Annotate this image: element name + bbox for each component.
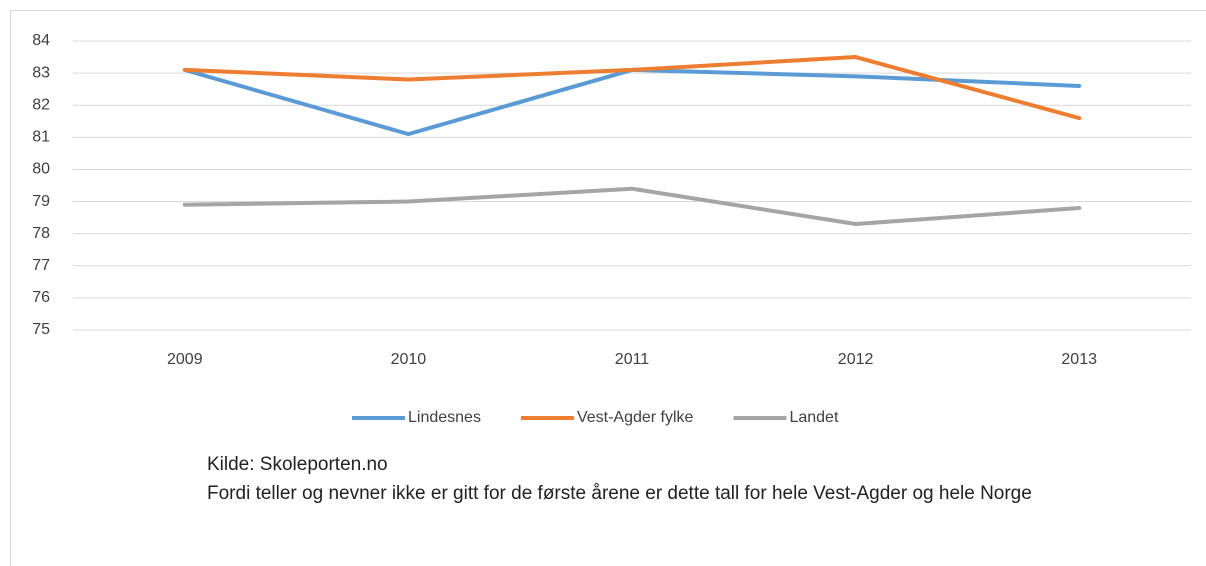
footnote: Fordi teller og nevner ikke er gitt for … [207, 483, 1032, 504]
series-line [182, 186, 1082, 227]
x-tick-label: 2011 [615, 351, 650, 368]
y-tick-label: 84 [32, 32, 50, 49]
y-tick-label: 79 [32, 193, 50, 210]
x-tick-label: 2012 [838, 351, 874, 368]
notes: Kilde: Skoleporten.no Fordi teller og ne… [207, 450, 1167, 508]
y-tick-label: 75 [32, 321, 50, 338]
source-note: Kilde: Skoleporten.no [207, 454, 388, 475]
x-tick-label: 2009 [167, 351, 203, 368]
legend-label: Vest-Agder fylke [577, 409, 694, 426]
chart-frame [10, 10, 1206, 566]
x-tick-label: 2013 [1061, 351, 1097, 368]
y-tick-label: 77 [32, 257, 50, 274]
y-tick-label: 82 [32, 96, 50, 113]
y-tick-label: 78 [32, 225, 50, 242]
legend-label: Landet [789, 409, 838, 426]
y-tick-label: 81 [32, 129, 50, 146]
y-tick-label: 76 [32, 289, 50, 306]
legend-label: Lindesnes [408, 409, 481, 426]
y-tick-label: 80 [32, 161, 50, 178]
y-tick-label: 83 [32, 64, 50, 81]
x-tick-label: 2010 [391, 351, 427, 368]
series-line [182, 55, 1082, 121]
